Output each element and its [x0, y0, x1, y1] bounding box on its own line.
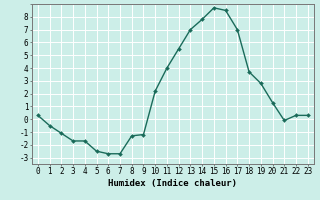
X-axis label: Humidex (Indice chaleur): Humidex (Indice chaleur)	[108, 179, 237, 188]
